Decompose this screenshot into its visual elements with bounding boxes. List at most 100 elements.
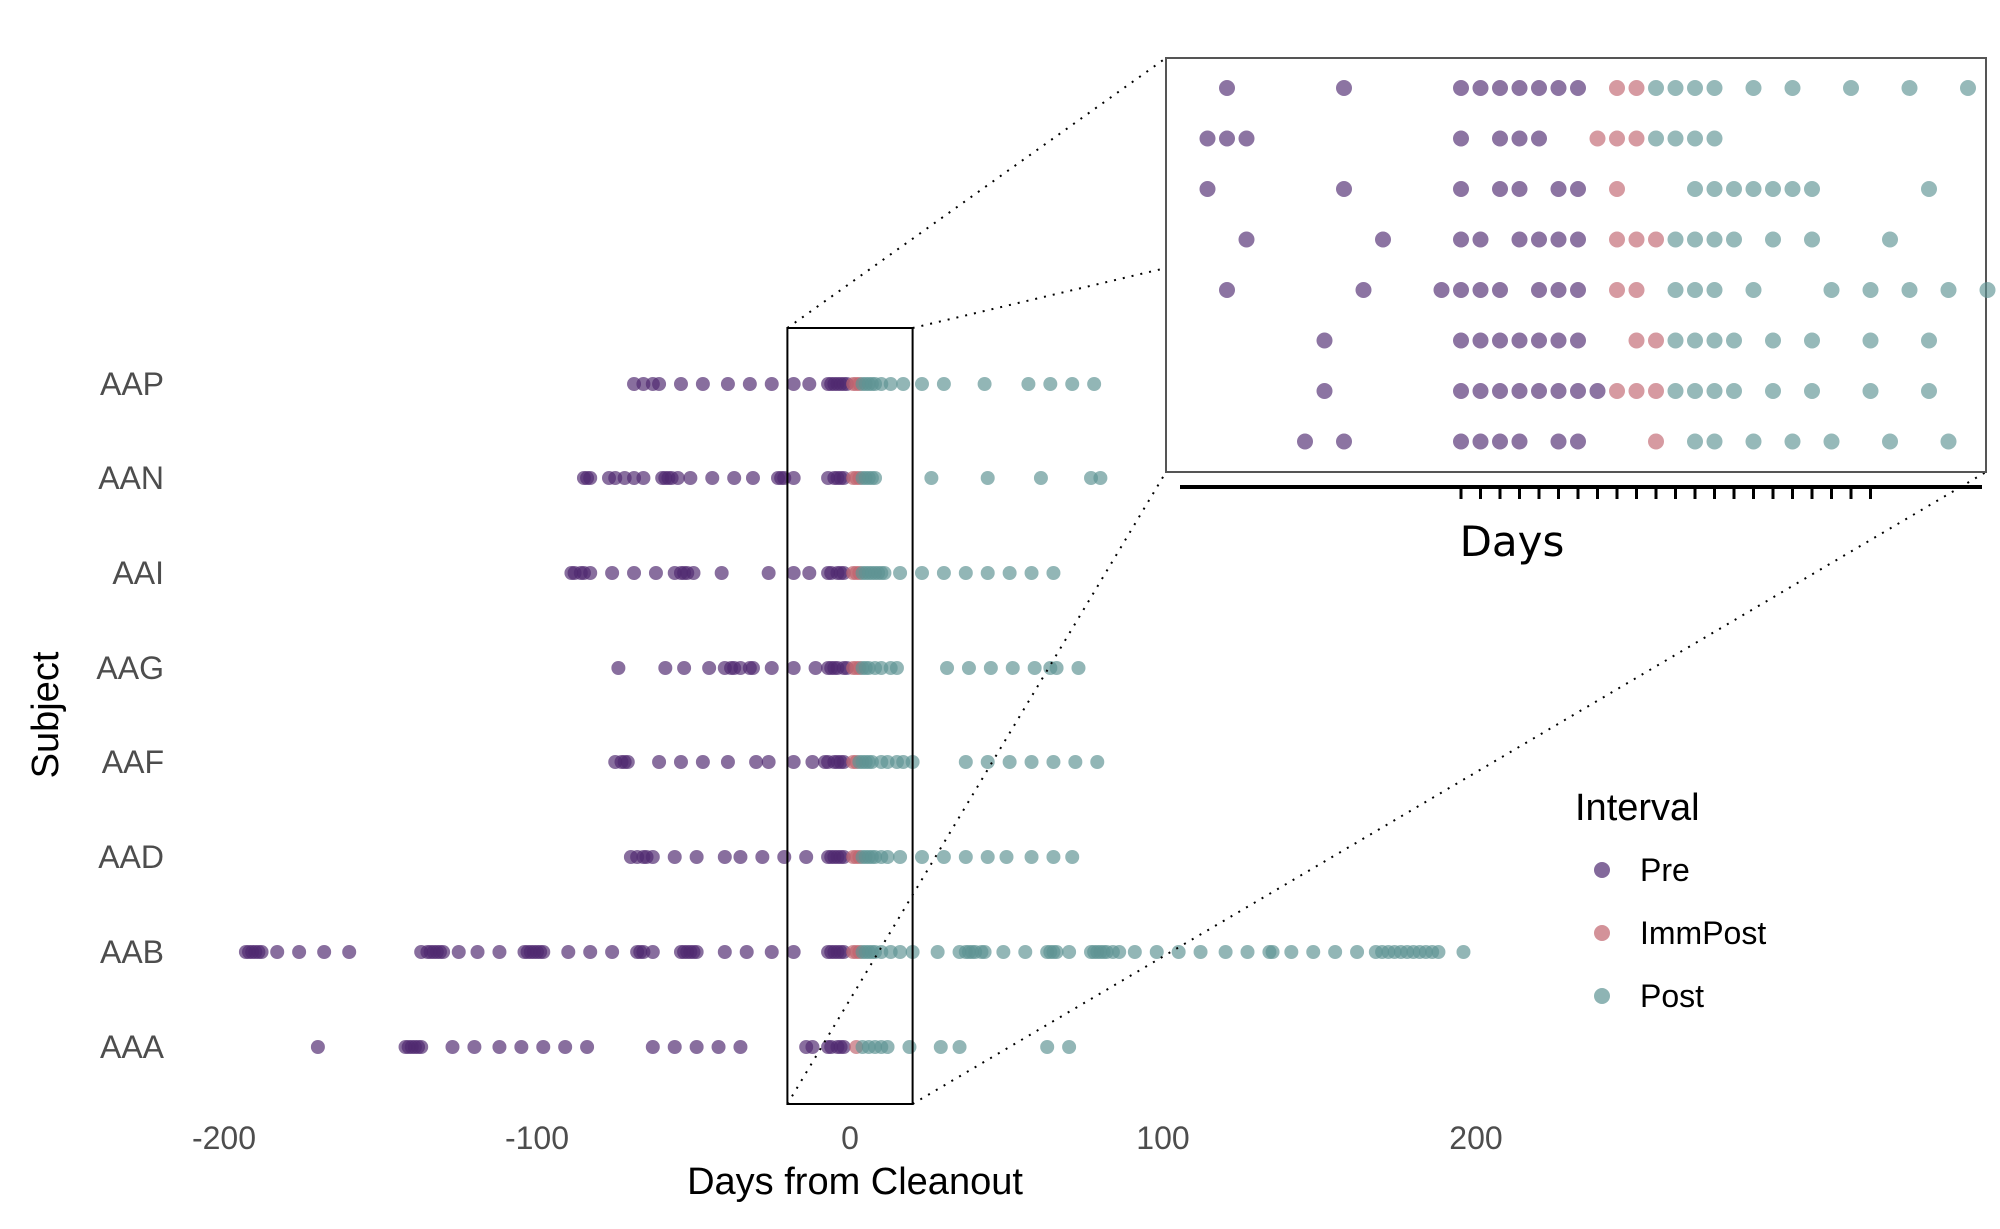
point-post — [1328, 945, 1343, 959]
inset-point-pre — [1199, 130, 1216, 147]
point-pre — [786, 755, 801, 769]
inset-point-post — [1765, 181, 1781, 197]
y-axis-title: Subject — [25, 651, 67, 778]
inset-point-post — [1843, 80, 1859, 96]
point-post — [902, 1040, 917, 1054]
point-pre — [558, 1040, 573, 1054]
point-pre — [451, 945, 466, 959]
point-pre — [711, 1040, 726, 1054]
point-pre — [292, 945, 307, 959]
point-pre — [802, 377, 817, 391]
x-tick-label: 0 — [841, 1120, 859, 1156]
point-pre — [645, 945, 660, 959]
inset-point-post — [1706, 130, 1723, 147]
point-post — [983, 661, 998, 675]
point-pre — [648, 566, 663, 580]
legend-key-pre — [1594, 862, 1610, 878]
point-pre — [492, 945, 507, 959]
point-post — [1024, 850, 1039, 864]
point-post — [977, 945, 992, 959]
inset-point-post — [1823, 282, 1840, 298]
point-pre — [561, 945, 576, 959]
point-pre — [786, 661, 801, 675]
zoom-connector-line — [912, 471, 1987, 1105]
point-pre — [764, 661, 779, 675]
point-post — [1046, 755, 1061, 769]
inset-point-immpost — [1648, 332, 1664, 349]
point-post — [893, 945, 908, 959]
point-post — [877, 566, 892, 580]
point-post — [1049, 945, 1064, 959]
inset-point-post — [1667, 231, 1684, 248]
inset-point-immpost — [1609, 231, 1625, 248]
inset-point-pre — [1570, 80, 1586, 96]
point-post — [936, 850, 951, 864]
inset-point-post — [1784, 181, 1801, 197]
point-pre — [695, 377, 710, 391]
point-pre — [717, 945, 732, 959]
point-pre — [605, 945, 620, 959]
point-pre — [645, 850, 660, 864]
inset-point-post — [1687, 181, 1703, 197]
inset-point-immpost — [1648, 231, 1664, 248]
point-pre — [414, 1040, 429, 1054]
inset-point-post — [1882, 231, 1898, 248]
point-pre — [658, 661, 673, 675]
inset-point-post — [1706, 80, 1723, 96]
inset-point-post — [1687, 231, 1703, 248]
inset-point-pre — [1531, 130, 1547, 147]
point-pre — [786, 377, 801, 391]
zoom-connector-line — [786, 471, 1167, 1105]
point-post — [880, 850, 895, 864]
point-pre — [583, 566, 598, 580]
inset-point-pre — [1316, 383, 1333, 399]
inset-point-pre — [1511, 181, 1528, 197]
point-pre — [720, 755, 735, 769]
point-pre — [714, 566, 729, 580]
point-post — [977, 377, 992, 391]
inset-point-post — [1667, 383, 1684, 399]
point-post — [914, 377, 929, 391]
point-post — [1040, 1040, 1055, 1054]
point-pre — [436, 945, 451, 959]
point-post — [980, 755, 995, 769]
point-pre — [764, 945, 779, 959]
point-post — [1043, 377, 1058, 391]
point-pre — [786, 945, 801, 959]
point-post — [1306, 945, 1321, 959]
point-pre — [727, 471, 742, 485]
inset-point-pre — [1336, 181, 1352, 197]
x-tick-label: 100 — [1136, 1120, 1189, 1156]
inset-point-post — [1706, 433, 1723, 450]
point-pre — [667, 850, 682, 864]
point-post — [893, 850, 908, 864]
inset-point-pre — [1531, 231, 1547, 248]
point-pre — [677, 661, 692, 675]
point-post — [1431, 945, 1446, 959]
legend-label-pre: Pre — [1640, 852, 1690, 888]
point-post — [1021, 377, 1036, 391]
inset-point-pre — [1238, 231, 1255, 248]
inset-point-post — [1706, 383, 1723, 399]
point-pre — [583, 945, 598, 959]
inset-point-post — [1726, 181, 1742, 197]
inset-point-post — [1921, 181, 1937, 197]
inset-point-post — [1726, 332, 1742, 349]
inset-point-pre — [1511, 332, 1528, 349]
point-post — [1193, 945, 1208, 959]
inset-point-pre — [1375, 231, 1391, 248]
point-pre — [808, 661, 823, 675]
point-pre — [467, 1040, 482, 1054]
inset-point-pre — [1550, 433, 1567, 450]
inset-point-post — [1745, 181, 1762, 197]
point-post — [1093, 471, 1108, 485]
point-pre — [836, 1040, 851, 1054]
inset-point-post — [1687, 80, 1703, 96]
inset-point-post — [1648, 130, 1664, 147]
inset-point-pre — [1297, 433, 1313, 450]
point-pre — [805, 755, 820, 769]
main-points — [238, 377, 1471, 1054]
inset-point-post — [1901, 80, 1918, 96]
inset-point-pre — [1316, 332, 1333, 349]
